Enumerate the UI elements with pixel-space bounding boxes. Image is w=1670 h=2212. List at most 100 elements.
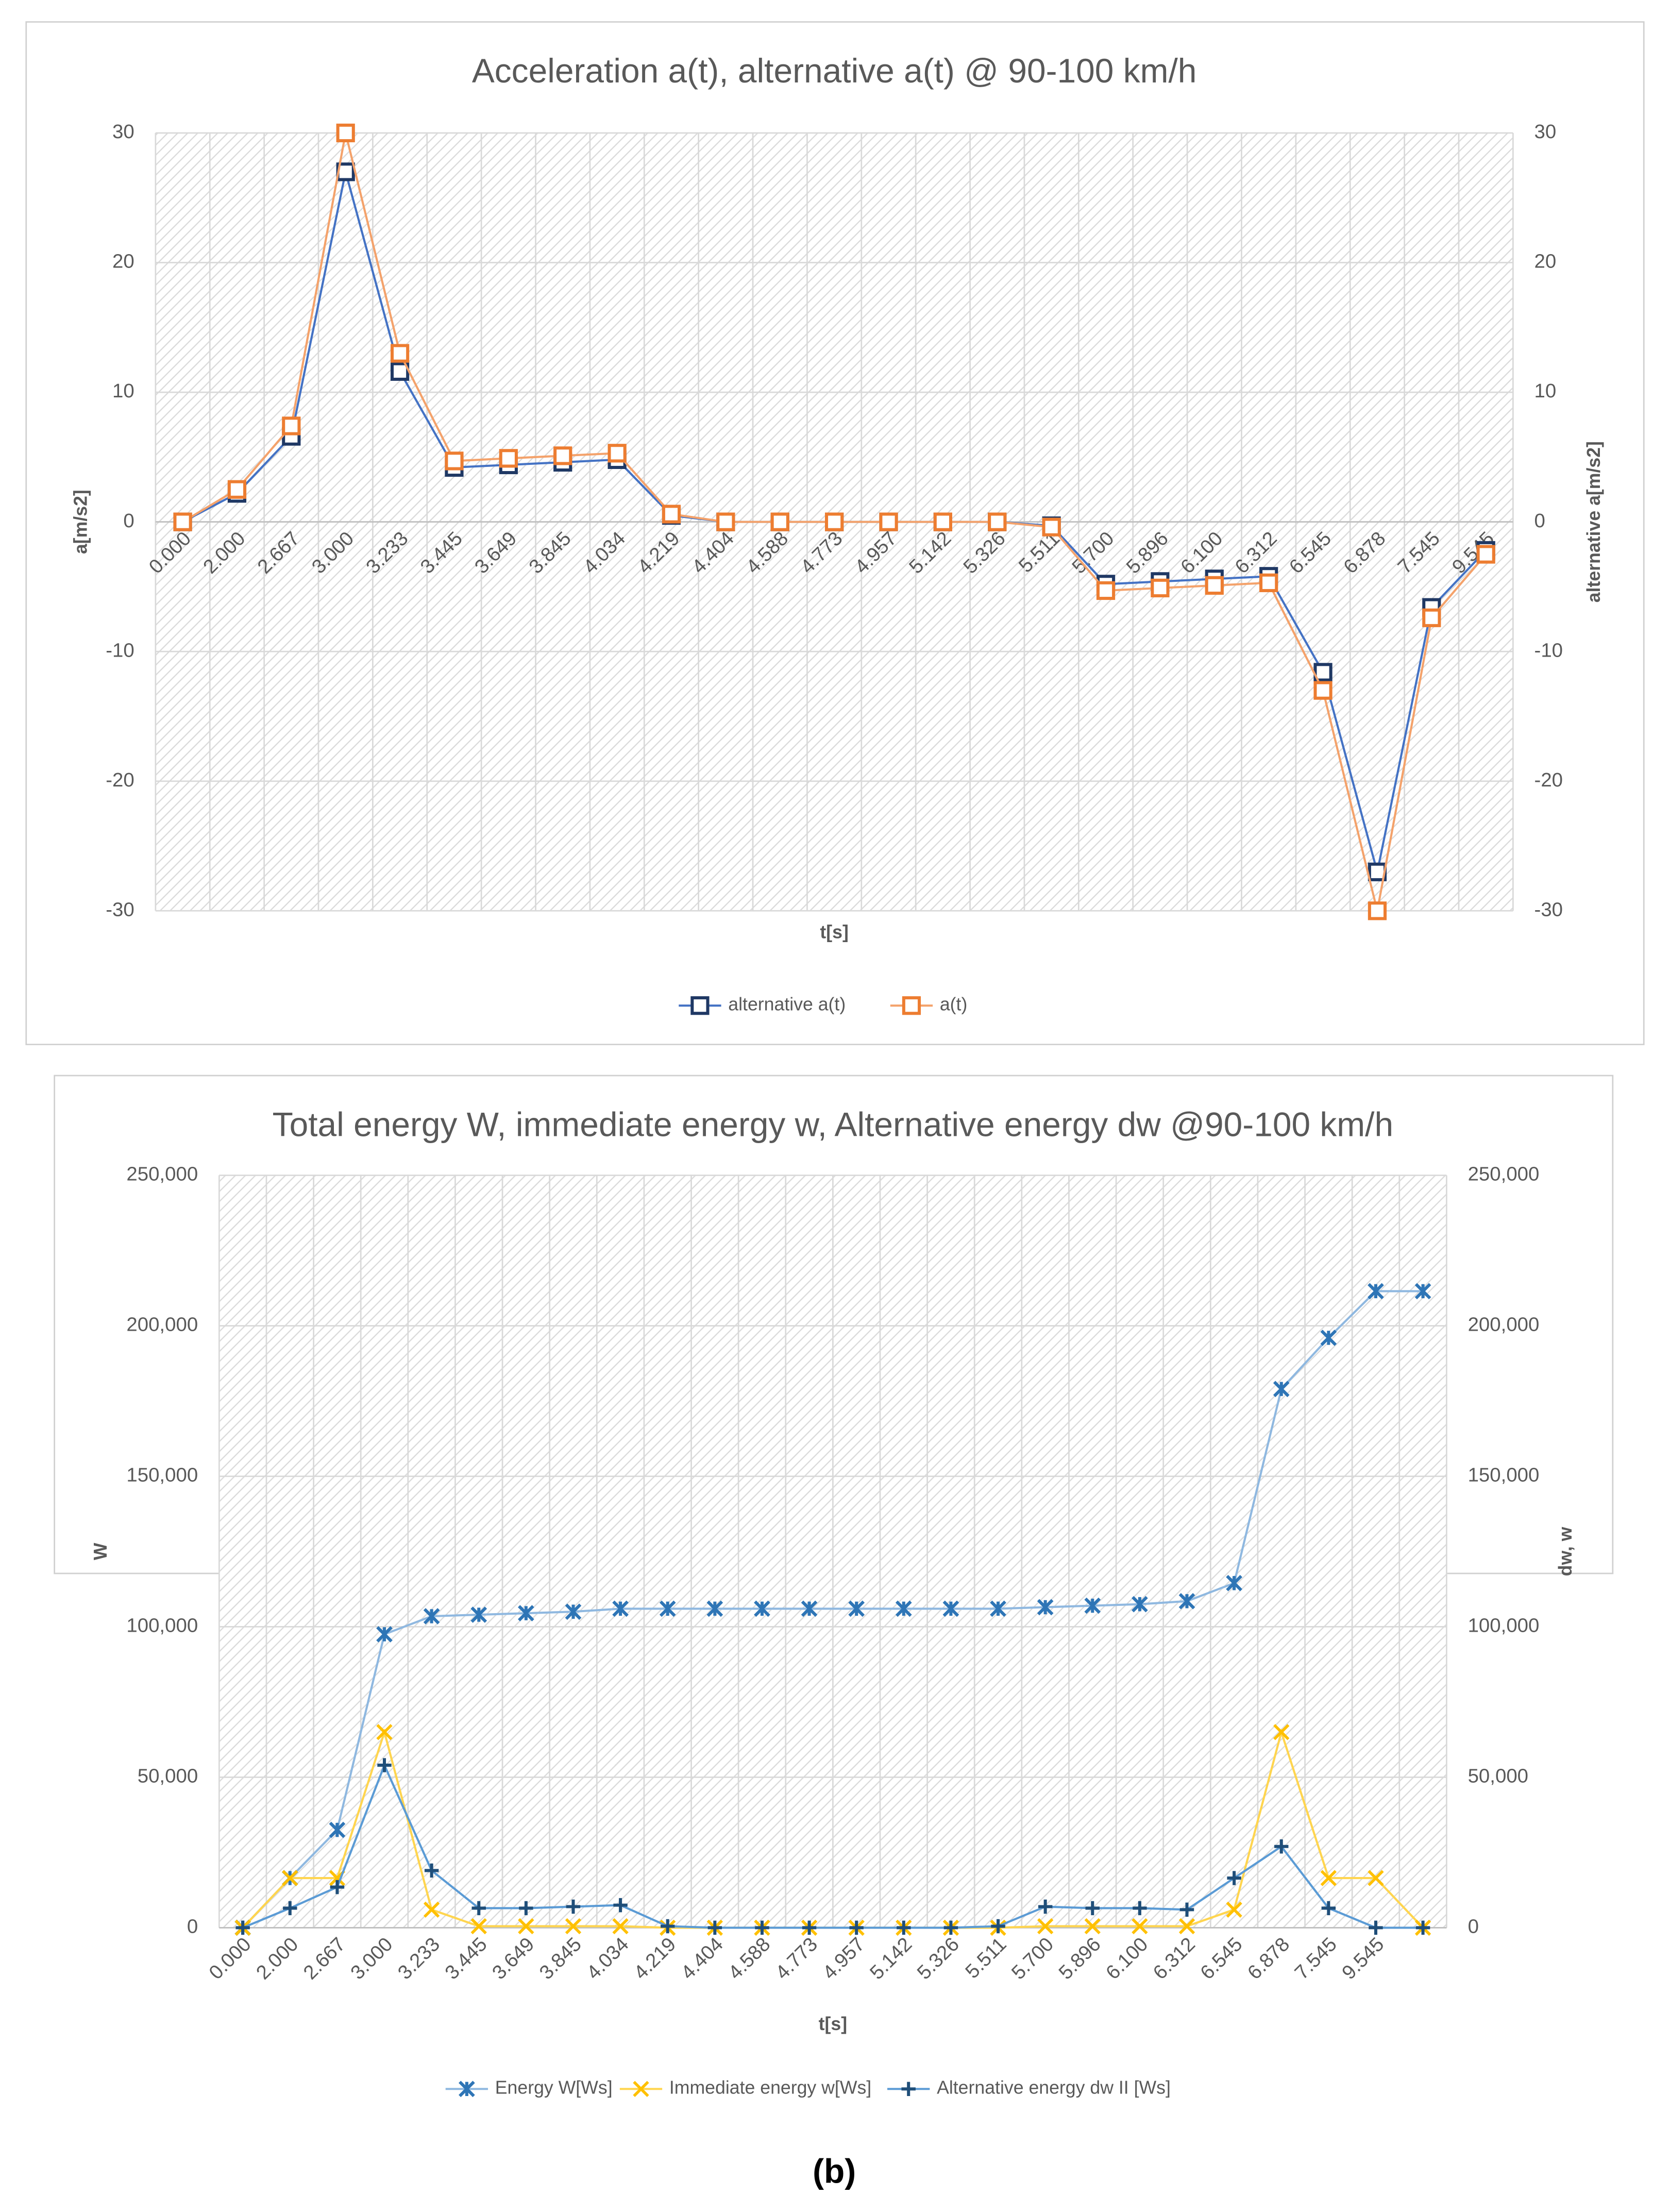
x-tick-label: 3.233 — [394, 1933, 444, 1984]
marker — [423, 1901, 440, 1918]
y-tick-label: 100,000 — [126, 1615, 198, 1637]
x-tick-label: 3.845 — [535, 1933, 586, 1984]
marker — [1226, 1574, 1242, 1591]
x-tick-label: 4.404 — [677, 1933, 727, 1984]
marker — [282, 1870, 298, 1886]
marker — [1042, 517, 1061, 537]
marker — [991, 1919, 1005, 1934]
marker — [1414, 1283, 1431, 1300]
marker — [1151, 578, 1170, 598]
marker — [1422, 608, 1441, 627]
marker — [565, 1918, 582, 1935]
x-axis-label: t[s] — [819, 2014, 847, 2034]
x-tick-label: 6.545 — [1196, 1933, 1246, 1984]
marker — [1273, 1724, 1290, 1740]
marker — [445, 451, 464, 471]
marker — [1226, 1901, 1242, 1918]
marker — [1096, 581, 1116, 600]
y-axis-label: a[m/s2] — [71, 490, 91, 554]
x-tick-label: 5.700 — [1007, 1933, 1058, 1984]
marker — [376, 1724, 393, 1740]
marker — [518, 1918, 534, 1935]
marker — [802, 1920, 817, 1935]
marker — [1313, 681, 1332, 700]
x-tick-label: 9.545 — [1338, 1933, 1388, 1984]
marker — [895, 1600, 912, 1617]
marker — [662, 505, 681, 524]
marker — [1415, 1920, 1430, 1935]
marker — [1476, 545, 1495, 564]
marker — [1084, 1918, 1101, 1935]
marker — [471, 1901, 486, 1916]
marker — [1178, 1918, 1195, 1935]
caption: (b) — [813, 2152, 856, 2190]
marker — [1313, 663, 1332, 682]
marker — [283, 1901, 297, 1916]
y2-tick-label: 250,000 — [1468, 1163, 1540, 1185]
marker — [612, 1600, 629, 1617]
x-tick-label: 7.545 — [1290, 1933, 1341, 1984]
y2-tick-label: 50,000 — [1468, 1765, 1528, 1787]
y2-tick-label: 10 — [1534, 380, 1557, 402]
marker — [933, 512, 953, 531]
marker — [1179, 1902, 1194, 1917]
marker — [770, 512, 789, 531]
y-tick-label: -10 — [106, 639, 134, 661]
x-tick-label: 4.219 — [630, 1933, 680, 1984]
series-line — [242, 1762, 1423, 1929]
y-tick-label: 30 — [112, 121, 134, 143]
legend-label: a(t) — [940, 994, 967, 1015]
marker — [1038, 1899, 1053, 1914]
y-tick-label: 250,000 — [126, 1163, 198, 1185]
marker — [1037, 1918, 1054, 1935]
marker — [1084, 1597, 1101, 1614]
y2-tick-label: 0 — [1534, 510, 1545, 532]
x-tick-label: 5.326 — [913, 1933, 964, 1984]
y-tick-label: 0 — [187, 1916, 198, 1938]
marker — [612, 1918, 629, 1935]
marker — [1320, 1870, 1337, 1886]
marker — [336, 123, 355, 143]
marker — [1132, 1918, 1148, 1935]
legend-marker — [690, 996, 710, 1015]
marker — [1321, 1901, 1336, 1916]
series-line — [242, 1290, 1423, 1929]
x-tick-label: 3.649 — [488, 1933, 538, 1984]
marker — [1178, 1593, 1195, 1610]
marker — [424, 1863, 439, 1878]
marker — [566, 1899, 581, 1914]
marker — [897, 1920, 911, 1935]
marker — [1259, 573, 1278, 592]
x-tick-label: 2.000 — [252, 1933, 302, 1984]
y-tick-label: -30 — [106, 898, 134, 920]
x-tick-label: 4.588 — [724, 1933, 774, 1984]
marker — [1133, 1901, 1147, 1916]
legend-label: alternative a(t) — [728, 994, 846, 1015]
y2-tick-label: -10 — [1534, 639, 1563, 661]
marker — [801, 1600, 818, 1617]
marker — [499, 449, 518, 468]
marker — [470, 1606, 487, 1623]
x-axis-label: t[s] — [820, 922, 848, 943]
x-tick-label: 3.000 — [346, 1933, 397, 1984]
y-tick-label: -20 — [106, 769, 134, 791]
marker — [825, 512, 844, 531]
marker — [1368, 901, 1387, 920]
marker — [943, 1920, 958, 1935]
marker — [518, 1605, 534, 1621]
marker — [1369, 1920, 1383, 1935]
y-tick-label: 50,000 — [138, 1765, 198, 1787]
y-axis-label: W — [90, 1543, 111, 1560]
marker — [553, 446, 572, 465]
legend-marker — [901, 2082, 916, 2096]
marker — [423, 1608, 440, 1624]
marker — [377, 1758, 392, 1772]
legend-marker — [633, 2081, 649, 2097]
marker — [1132, 1596, 1148, 1613]
x-tick-label: 5.142 — [866, 1933, 916, 1984]
marker — [848, 1600, 865, 1617]
y2-tick-label: 0 — [1468, 1916, 1479, 1938]
y-tick-label: 20 — [112, 250, 134, 273]
y2-axis-label: alternative a[m/s2] — [1583, 441, 1604, 602]
marker — [565, 1603, 582, 1620]
